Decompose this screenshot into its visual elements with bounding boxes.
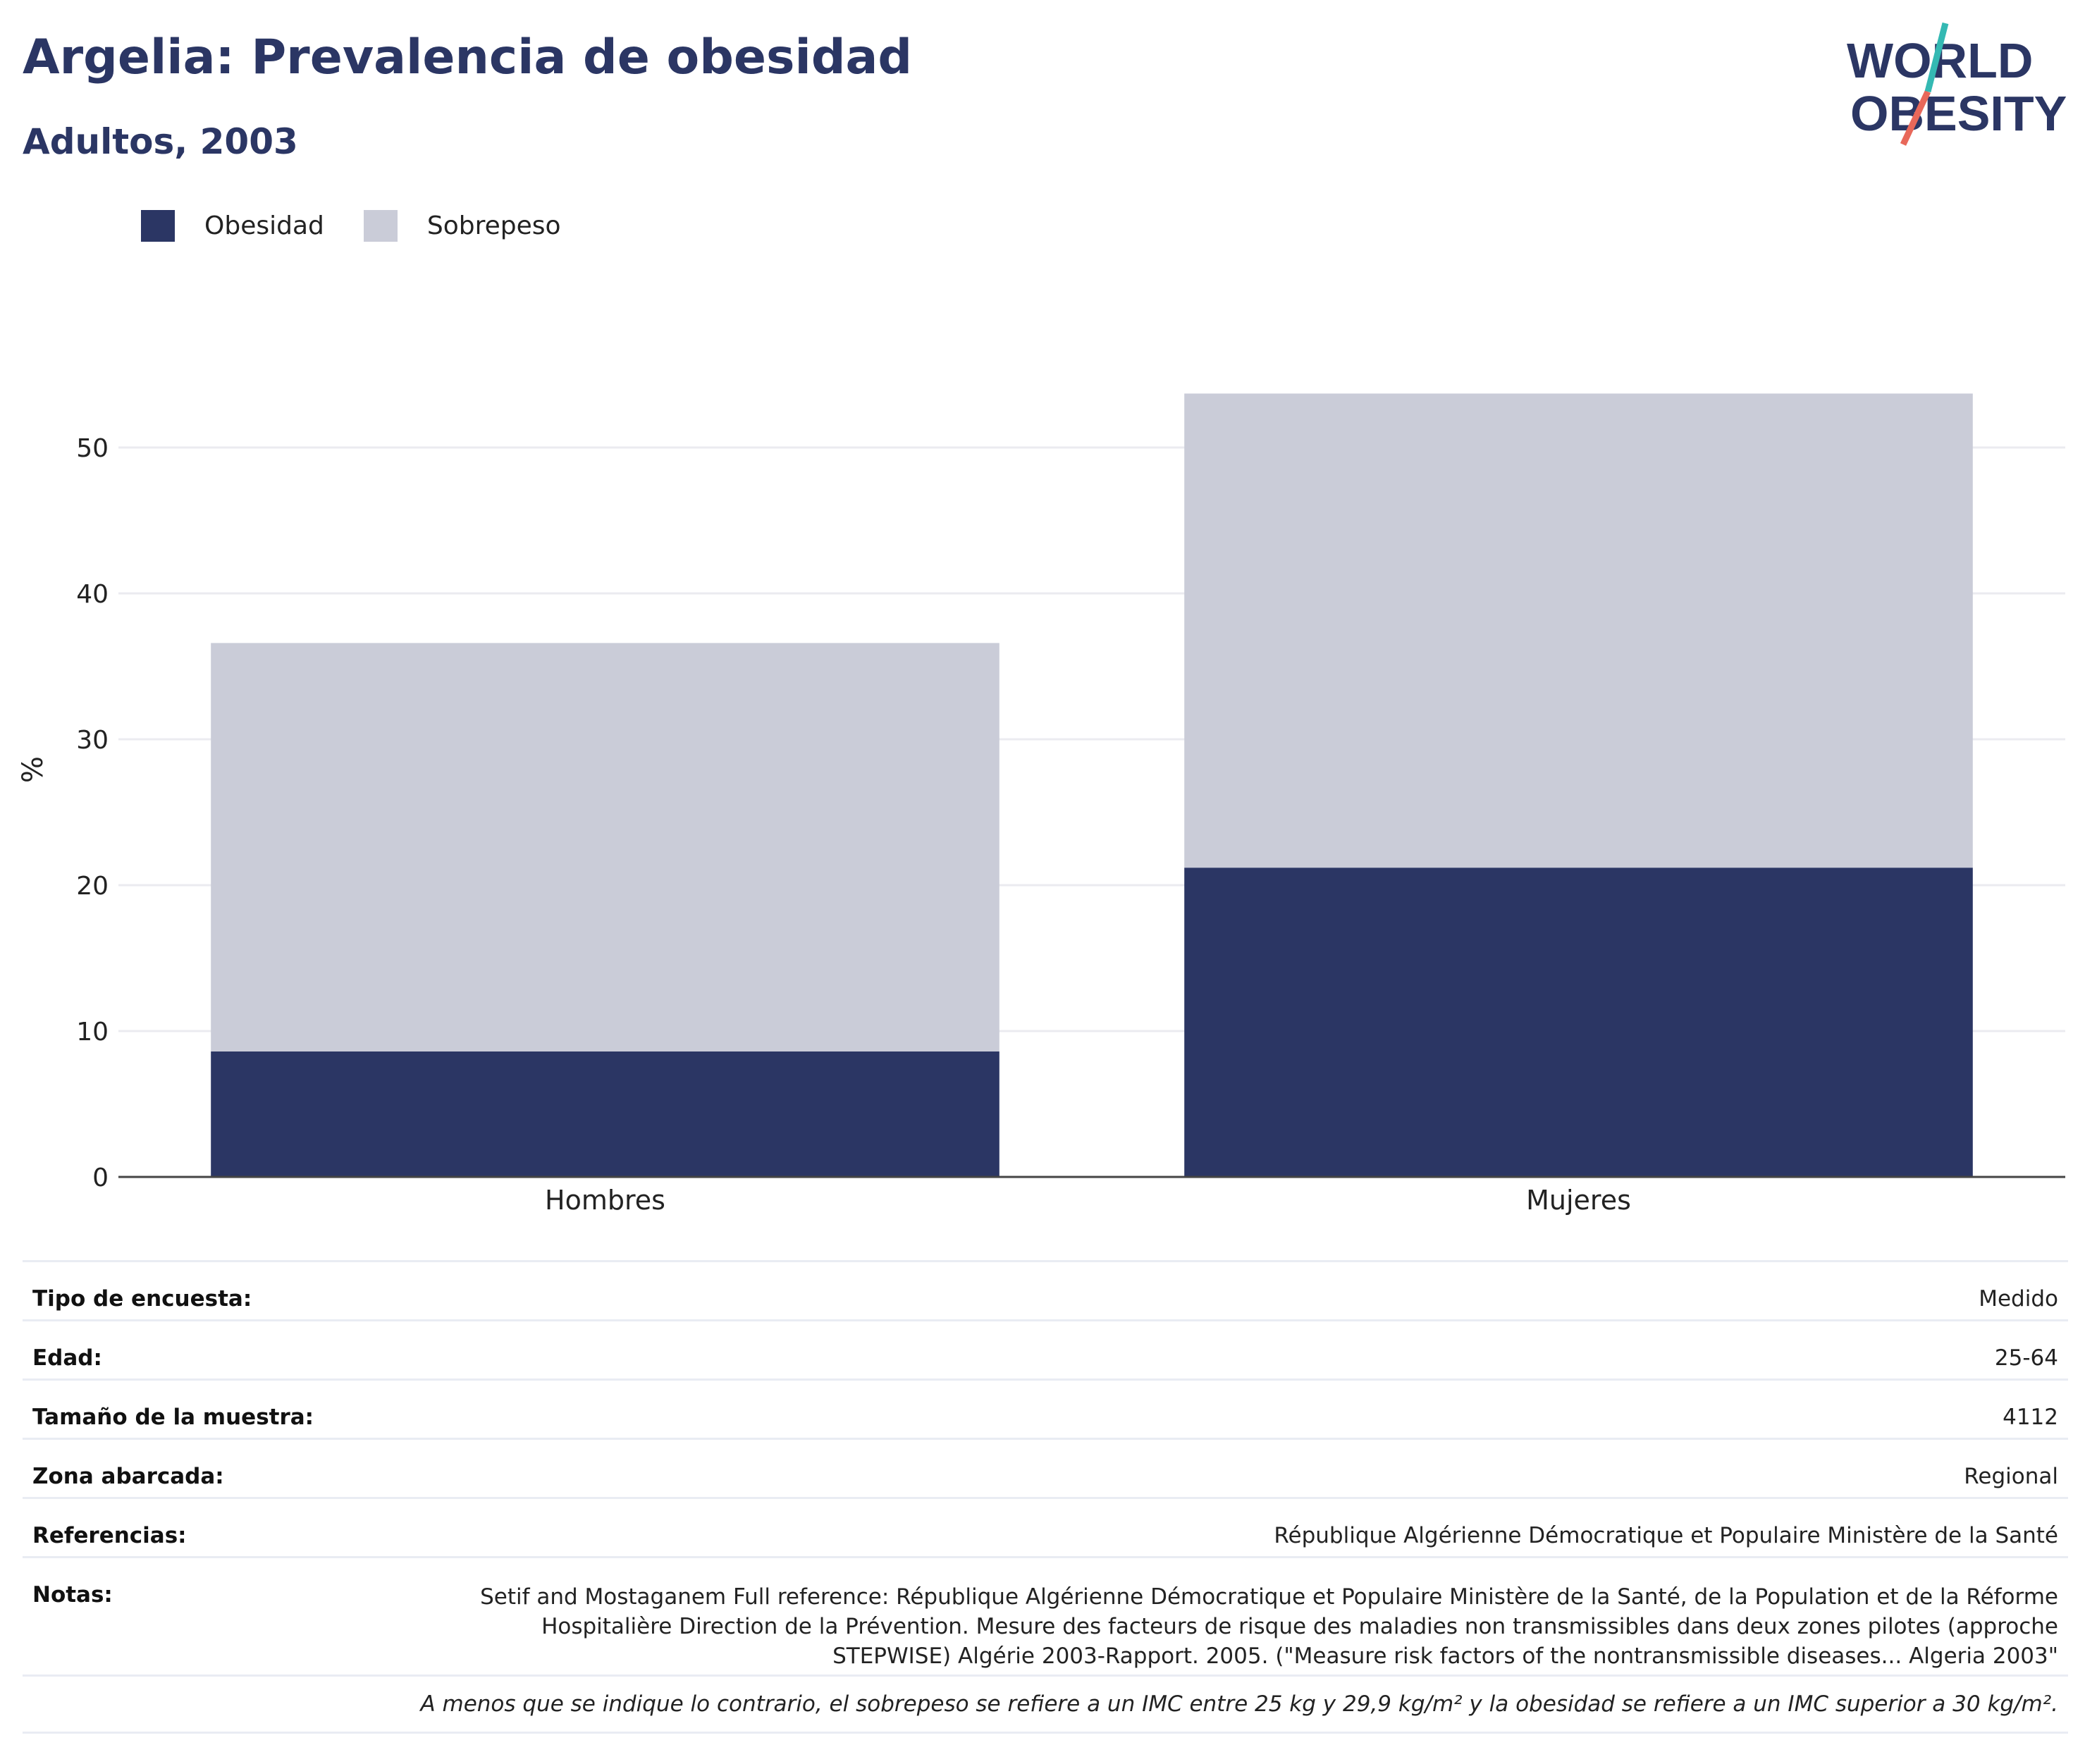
bar-obesidad-hombres	[211, 1051, 1000, 1177]
y-tick-label: 20	[76, 872, 109, 901]
info-label: Notas:	[32, 1582, 113, 1608]
legend-label-sobrepeso: Sobrepeso	[426, 211, 561, 240]
chart-title: Argelia: Prevalencia de obesidad	[23, 30, 913, 85]
legend-label-obesidad: Obesidad	[204, 211, 324, 240]
bar-sobrepeso-mujeres	[1184, 393, 1973, 868]
info-value: 25-64	[1994, 1345, 2058, 1371]
bar-sobrepeso-hombres	[211, 643, 1000, 1051]
x-tick-label: Hombres	[545, 1185, 665, 1216]
bar-obesidad-mujeres	[1184, 868, 1973, 1177]
info-value: 4112	[2003, 1405, 2058, 1430]
chart-legend: Obesidad Sobrepeso	[141, 210, 601, 242]
info-row-sample-size: Tamaño de la muestra: 4112	[23, 1378, 2068, 1438]
y-tick-label: 40	[76, 580, 109, 609]
info-row-references: Referencias: République Algérienne Démoc…	[23, 1497, 2068, 1556]
info-label: Tamaño de la muestra:	[32, 1405, 314, 1430]
legend-swatch-sobrepeso	[363, 210, 398, 242]
info-value: Setif and Mostaganem Full reference: Rép…	[480, 1584, 2058, 1669]
info-label: Referencias:	[32, 1523, 187, 1548]
y-axis-label: %	[17, 756, 49, 783]
info-label: Edad:	[32, 1345, 102, 1371]
y-tick-label: 30	[76, 726, 109, 755]
bar-chart: 0 10 20 30 40 50 Hombres Mujeres%	[17, 393, 2065, 1216]
legend-item-sobrepeso: Sobrepeso	[363, 210, 561, 242]
logo-line2: OBESITY	[1850, 86, 2067, 141]
y-tick-label: 0	[92, 1164, 109, 1192]
info-row-area: Zona abarcada: Regional	[23, 1438, 2068, 1497]
legend-item-obesidad: Obesidad	[141, 210, 324, 242]
info-row-notes: Notas: Setif and Mostaganem Full referen…	[23, 1556, 2068, 1674]
info-row-survey-type: Tipo de encuesta: Medido	[23, 1260, 2068, 1319]
footnote: A menos que se indique lo contrario, el …	[23, 1674, 2068, 1734]
info-label: Zona abarcada:	[32, 1464, 224, 1489]
info-value: Medido	[1979, 1286, 2058, 1312]
y-tick-label: 10	[76, 1018, 109, 1047]
info-value: Regional	[1964, 1464, 2058, 1489]
legend-swatch-obesidad	[141, 210, 175, 242]
chart-subtitle: Adultos, 2003	[23, 121, 298, 162]
info-row-age: Edad: 25-64	[23, 1319, 2068, 1378]
survey-info-table: Tipo de encuesta: Medido Edad: 25-64 Tam…	[23, 1260, 2068, 1734]
x-tick-label: Mujeres	[1526, 1185, 1631, 1216]
info-value: République Algérienne Démocratique et Po…	[1274, 1523, 2058, 1548]
world-obesity-logo: WORLD OBESITY	[1847, 22, 2067, 146]
y-tick-label: 50	[76, 434, 109, 463]
info-label: Tipo de encuesta:	[32, 1286, 252, 1312]
